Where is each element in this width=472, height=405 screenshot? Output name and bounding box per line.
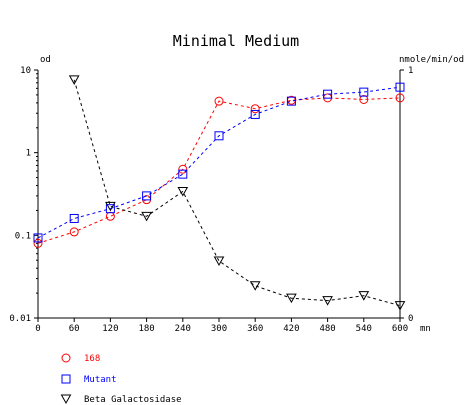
data-point (141, 211, 152, 222)
data-point (323, 89, 333, 99)
data-point (249, 281, 261, 291)
data-point (178, 169, 188, 179)
y-left-tick-label: 0.01 (9, 314, 31, 324)
data-point (33, 238, 43, 248)
y-axis-left-label: od (40, 55, 51, 65)
legend: 168 Mutant Beta Galactosidase (60, 353, 182, 405)
data-point (178, 164, 188, 174)
data-point (250, 104, 260, 114)
legend-marker-circle (61, 353, 71, 363)
data-point (394, 301, 406, 311)
x-tick-label: 600 (392, 324, 408, 334)
series-layer (33, 75, 406, 311)
series-line (37, 97, 401, 244)
y-left-tick-label: 10 (20, 66, 31, 76)
data-point (250, 109, 260, 119)
x-tick-label: 480 (319, 324, 335, 334)
x-tick-label: 60 (69, 324, 80, 334)
data-point (214, 131, 224, 141)
data-point (105, 204, 115, 214)
axis-ticks: 0 60 120 180 240 300 360 420 480 540 6001010.10.01… (9, 66, 413, 334)
series-line (37, 86, 401, 239)
y-axis-right-label: nmole/min/od (399, 55, 464, 65)
y-right-tick-label: 0 (408, 314, 413, 324)
chart-title: Minimal Medium (173, 32, 299, 50)
data-point (105, 211, 115, 221)
x-tick-label: 0 (35, 324, 40, 334)
legend-label-beta-galactosidase: Beta Galactosidase (84, 395, 182, 405)
x-tick-label: 120 (102, 324, 118, 334)
legend-marker-square (61, 374, 71, 384)
data-point (322, 296, 333, 306)
data-point (395, 93, 405, 103)
y-left-tick-label: 1 (26, 149, 31, 159)
x-tick-label: 540 (356, 324, 372, 334)
data-point (69, 227, 79, 237)
series-168 (33, 93, 405, 248)
series-mutant (33, 82, 405, 243)
data-point (177, 187, 189, 197)
data-point (359, 87, 369, 97)
legend-marker-triangle (60, 394, 72, 405)
data-point (359, 94, 369, 104)
data-point (358, 291, 370, 301)
y-left-tick-label: 0.1 (15, 231, 31, 241)
x-tick-label: 360 (247, 324, 263, 334)
data-point (395, 82, 405, 92)
x-tick-label: 240 (175, 324, 191, 334)
data-point (214, 96, 224, 106)
series-beta-galactosidase (68, 75, 406, 311)
data-point (213, 256, 225, 266)
legend-label-mutant: Mutant (84, 375, 117, 385)
series-line (73, 79, 401, 307)
data-point (68, 75, 80, 85)
data-point (105, 201, 116, 212)
x-tick-label: 180 (138, 324, 154, 334)
legend-item-beta-galactosidase: Beta Galactosidase (60, 394, 182, 405)
data-point (33, 233, 43, 243)
x-tick-label: 420 (283, 324, 299, 334)
y-right-tick-label: 1 (408, 66, 413, 76)
data-point (69, 213, 79, 223)
legend-label-168: 168 (84, 354, 100, 364)
data-point (286, 293, 297, 304)
data-point (286, 96, 296, 106)
legend-item-168: 168 (61, 353, 100, 364)
x-tick-label: 300 (211, 324, 227, 334)
legend-item-mutant: Mutant (61, 374, 117, 385)
data-point (142, 191, 152, 201)
x-axis-label: mn (420, 324, 431, 334)
